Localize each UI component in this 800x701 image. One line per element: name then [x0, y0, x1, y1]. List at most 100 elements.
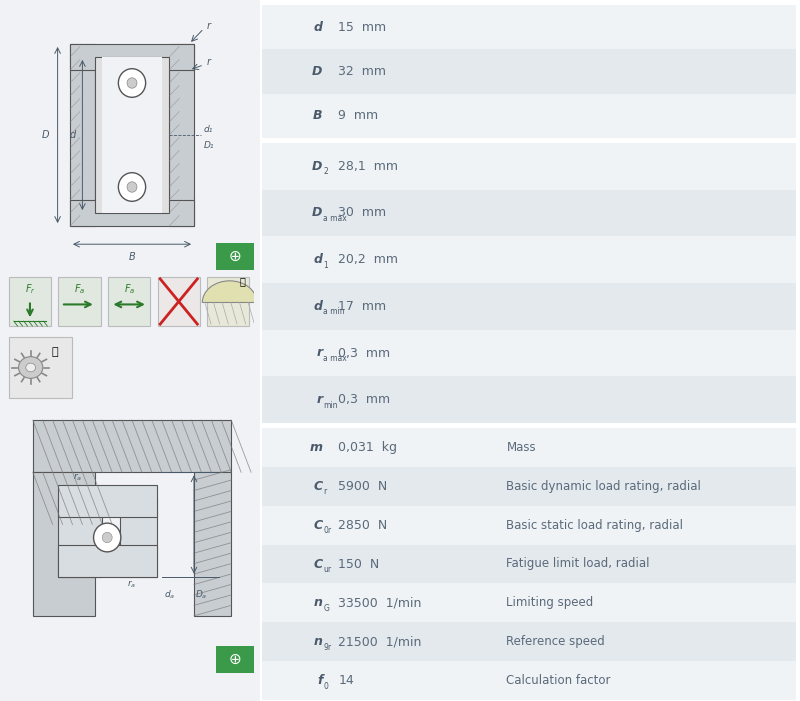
Text: 💧: 💧	[239, 275, 245, 286]
Bar	[94, 57, 170, 213]
Text: ur: ur	[323, 565, 331, 574]
Text: Fatigue limit load, radial: Fatigue limit load, radial	[506, 557, 650, 571]
Text: 0,3  mm: 0,3 mm	[338, 393, 390, 406]
Text: 17  mm: 17 mm	[338, 300, 386, 313]
Bar	[262, 428, 796, 700]
Bar	[262, 236, 796, 283]
Text: $D_a$: $D_a$	[195, 589, 208, 601]
Bar	[33, 420, 231, 472]
Bar	[216, 243, 254, 270]
Text: d₁: d₁	[204, 125, 214, 135]
Text: 5900  N: 5900 N	[338, 479, 388, 493]
Bar	[262, 5, 796, 49]
Text: 0: 0	[323, 681, 328, 690]
Text: $r_a$: $r_a$	[127, 579, 137, 590]
Text: r: r	[316, 393, 322, 406]
Bar	[262, 5, 796, 138]
Bar	[108, 277, 150, 326]
Bar	[262, 49, 796, 94]
Circle shape	[94, 523, 121, 552]
Text: 32  mm: 32 mm	[338, 65, 386, 78]
Text: r: r	[323, 487, 326, 496]
Text: a max: a max	[323, 354, 347, 363]
Bar	[262, 545, 796, 583]
Text: B: B	[129, 252, 135, 262]
Text: d: d	[314, 20, 322, 34]
Text: $F_a$: $F_a$	[123, 282, 135, 296]
Text: r: r	[316, 346, 322, 360]
Bar	[262, 94, 796, 138]
Text: $r_a$: $r_a$	[73, 472, 82, 483]
Bar	[70, 44, 194, 70]
Text: 30  mm: 30 mm	[338, 207, 386, 219]
Bar	[262, 329, 796, 376]
Text: 150  N: 150 N	[338, 557, 380, 571]
Bar	[9, 337, 72, 398]
Circle shape	[127, 182, 137, 192]
Text: B: B	[313, 109, 322, 123]
Text: min: min	[323, 401, 338, 410]
Text: f: f	[317, 674, 322, 687]
Text: C: C	[314, 557, 322, 571]
Text: D: D	[312, 160, 322, 173]
Bar	[207, 277, 250, 326]
Text: 15  mm: 15 mm	[338, 20, 386, 34]
Text: D: D	[312, 207, 322, 219]
Text: Limiting speed: Limiting speed	[506, 597, 594, 609]
Text: n: n	[314, 597, 322, 609]
Bar	[262, 190, 796, 236]
Bar	[262, 505, 796, 545]
Text: 1: 1	[323, 261, 328, 270]
Text: Calculation factor: Calculation factor	[506, 674, 611, 687]
Bar	[262, 428, 796, 467]
Bar	[170, 44, 194, 226]
Bar	[262, 661, 796, 700]
Bar	[262, 583, 796, 622]
Bar	[216, 646, 254, 673]
Bar	[262, 143, 796, 423]
Bar	[58, 277, 101, 326]
Text: Basic static load rating, radial: Basic static load rating, radial	[506, 519, 683, 531]
Bar	[262, 143, 796, 190]
Text: 2850  N: 2850 N	[338, 519, 388, 531]
Text: 0,3  mm: 0,3 mm	[338, 346, 390, 360]
Text: 0,031  kg: 0,031 kg	[338, 441, 398, 454]
Text: m: m	[310, 441, 322, 454]
Text: n: n	[314, 635, 322, 648]
Text: 20,2  mm: 20,2 mm	[338, 253, 398, 266]
Bar	[9, 277, 51, 326]
Text: 9  mm: 9 mm	[338, 109, 378, 123]
Text: $F_r$: $F_r$	[25, 282, 35, 296]
Bar	[262, 376, 796, 423]
Bar	[262, 622, 796, 661]
Bar	[58, 485, 157, 517]
Bar	[158, 277, 200, 326]
Bar	[0, 0, 260, 701]
Bar	[262, 467, 796, 505]
Text: d: d	[70, 130, 76, 140]
Text: D: D	[312, 65, 322, 78]
Circle shape	[26, 363, 35, 372]
Text: d: d	[314, 253, 322, 266]
Text: D: D	[42, 130, 49, 140]
Text: 9r: 9r	[323, 643, 331, 652]
Text: ⊕: ⊕	[229, 652, 242, 667]
Text: Basic dynamic load rating, radial: Basic dynamic load rating, radial	[506, 479, 702, 493]
Text: $d_a$: $d_a$	[164, 589, 174, 601]
Text: 2: 2	[323, 168, 328, 177]
Bar	[33, 472, 94, 615]
Text: 33500  1/min: 33500 1/min	[338, 597, 422, 609]
Text: Mass: Mass	[506, 441, 536, 454]
Text: G: G	[323, 604, 329, 613]
Circle shape	[102, 532, 112, 543]
Text: d: d	[314, 300, 322, 313]
Text: 21500  1/min: 21500 1/min	[338, 635, 422, 648]
Text: $F_a$: $F_a$	[74, 282, 86, 296]
Text: a min: a min	[323, 308, 345, 316]
Bar	[70, 44, 94, 226]
Text: C: C	[314, 479, 322, 493]
Text: 28,1  mm: 28,1 mm	[338, 160, 398, 173]
Text: r: r	[206, 57, 210, 67]
Bar	[70, 200, 194, 226]
Bar	[120, 498, 157, 577]
